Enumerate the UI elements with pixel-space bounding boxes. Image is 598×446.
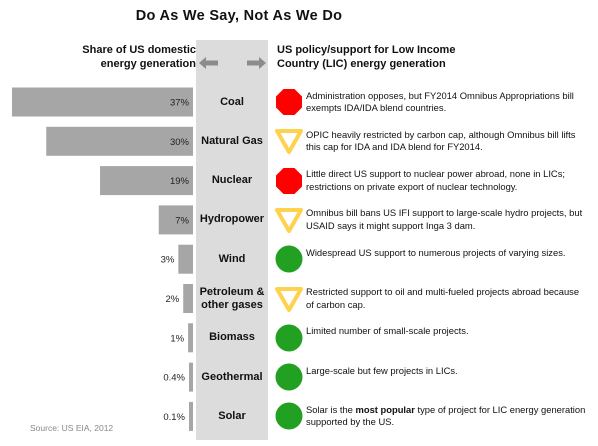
category-label-line1: Geothermal [201,370,263,383]
policy-emphasis: most popular [355,403,415,415]
yellow-warning-triangle-icon [275,129,303,155]
bar-geothermal [189,362,193,392]
right-header-line1: US policy/support for Low Income [277,44,456,56]
category-label-line1: Natural Gas [201,134,263,147]
bar-biomass [188,323,193,353]
policy-text: Limited number of small-scale projects. [306,325,469,337]
category-label: Solar [196,410,268,423]
policy-text: Administration opposes, but FY2014 Omnib… [306,89,574,114]
policy-text: Omnibus bill bans US IFI support to larg… [306,207,583,231]
category-label: Hydropower [196,213,268,226]
green-circle-icon [275,245,303,273]
bar-petroleum-other-gases [183,284,193,313]
policy-description: Little direct US support to nuclear powe… [306,168,588,193]
bar-coal [12,87,193,117]
category-label-line1: Hydropower [199,213,265,226]
policy-text: Restricted support to oil and multi-fuel… [306,286,580,310]
category-label: Nuclear [196,174,268,187]
category-label-line1: Nuclear [211,174,253,187]
bar-wind [178,244,193,274]
right-header-line2: Country (LIC) energy generation [277,58,446,70]
yellow-warning-triangle-icon [275,286,303,312]
green-circle-icon [275,402,303,430]
policy-description: Administration opposes, but FY2014 Omnib… [306,90,588,115]
category-label: Biomass [196,331,268,344]
category-label-line2: other gases [201,298,263,311]
policy-description: Large-scale but few projects in LICs. [306,365,588,378]
bar-value-label: 1% [170,333,184,344]
bar-value-label: 7% [175,215,189,226]
policy-text: Large-scale but few projects in LICs. [306,364,458,376]
category-label: Natural Gas [196,135,268,148]
green-circle-icon [275,363,303,391]
bar-value-label: 30% [170,137,190,148]
bar-value-label: 37% [170,98,190,109]
policy-text-continued: type of project for LIC energy generatio… [306,403,586,428]
page-title: Do As We Say, Not As We Do [135,8,343,24]
green-circle-icon [275,324,303,352]
category-label-line1: Solar [218,409,246,422]
policy-description: Omnibus bill bans US IFI support to larg… [306,207,588,232]
arrow-right-icon [247,57,266,69]
left-header-line2: energy generation [100,58,196,70]
category-label: Geothermal [196,371,268,384]
category-label: Wind [196,253,268,266]
bar-value-label: 0.1% [163,412,185,423]
category-label-line1: Wind [218,252,246,265]
bar-hydropower [158,205,193,235]
red-octagon-icon [276,167,302,194]
yellow-warning-triangle-icon [275,207,303,233]
category-label-line1: Biomass [209,331,255,344]
policy-text: Solar is the [306,403,356,415]
category-label: Petroleum & other gases [196,286,268,312]
bar-value-label: 3% [161,255,175,266]
bar-natural-gas [46,126,194,156]
bar-value-label: 19% [170,176,190,187]
left-column-header: Share of US domestic energy generation [48,43,196,71]
policy-text: OPIC heavily restricted by carbon cap, a… [306,128,576,153]
right-column-header: US policy/support for Low Income Country… [277,43,577,71]
policy-description: Solar is the most popular type of projec… [306,404,588,429]
bar-value-label: 2% [165,294,179,305]
category-label-line1: Coal [220,95,244,108]
category-label: Coal [196,96,268,109]
source-note: Source: US EIA, 2012 [30,423,114,433]
category-label-line1: Petroleum & [199,285,265,298]
policy-description: Limited number of small-scale projects. [306,325,588,338]
left-header-line1: Share of US domestic [82,44,196,56]
policy-text: Little direct US support to nuclear powe… [306,168,565,192]
policy-text: Widespread US support to numerous projec… [306,246,566,258]
bar-solar [189,401,193,431]
policy-description: Widespread US support to numerous projec… [306,247,588,260]
policy-description: OPIC heavily restricted by carbon cap, a… [306,129,588,154]
bar-value-label: 0.4% [163,373,185,384]
arrow-left-icon [199,57,218,69]
red-octagon-icon [276,89,302,115]
category-column-background [196,40,268,440]
policy-description: Restricted support to oil and multi-fuel… [306,286,588,311]
bar-nuclear [100,166,193,196]
